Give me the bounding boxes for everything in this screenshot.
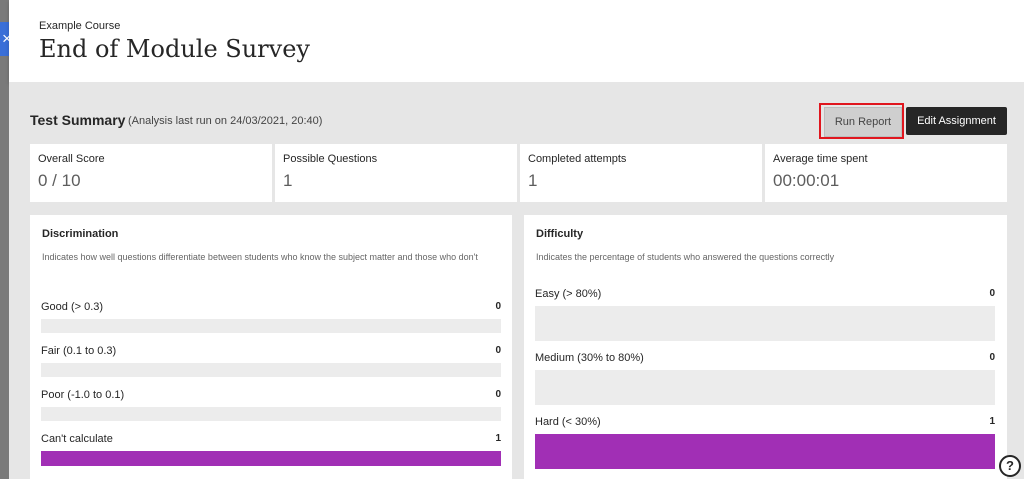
run-report-button[interactable]: Run Report <box>824 107 902 137</box>
row-label: Fair (0.1 to 0.3) <box>41 345 117 357</box>
row-count: 0 <box>495 345 501 356</box>
panel-description: Indicates how well questions differentia… <box>42 252 478 262</box>
bar-fill <box>41 451 501 466</box>
row-label: Easy (> 80%) <box>535 288 602 300</box>
page-title: End of Module Survey <box>39 35 310 63</box>
discrimination-row-cant-calculate[interactable]: Can't calculate 1 <box>41 433 501 469</box>
stat-label: Completed attempts <box>528 153 627 165</box>
discrimination-row-good[interactable]: Good (> 0.3) 0 <box>41 301 501 333</box>
stat-possible-questions: Possible Questions 1 <box>275 144 517 202</box>
discrimination-row-poor[interactable]: Poor (-1.0 to 0.1) 0 <box>41 389 501 421</box>
stat-value: 0 / 10 <box>38 171 81 190</box>
stat-label: Average time spent <box>773 153 868 165</box>
bar-track <box>41 407 501 421</box>
bar-fill <box>535 434 995 469</box>
stat-label: Possible Questions <box>283 153 378 165</box>
main-content: Test Summary (Analysis last run on 24/03… <box>9 82 1024 479</box>
stat-average-time: Average time spent 00:00:01 <box>765 144 1007 202</box>
difficulty-panel: Difficulty Indicates the percentage of s… <box>524 215 1007 479</box>
bar-track <box>535 434 995 469</box>
test-summary-title: Test Summary <box>30 112 126 128</box>
bar-track <box>41 451 501 466</box>
row-label: Good (> 0.3) <box>41 301 104 313</box>
highlight-box <box>819 103 904 139</box>
stat-completed-attempts: Completed attempts 1 <box>520 144 762 202</box>
bar-track <box>41 363 501 377</box>
course-name[interactable]: Example Course <box>39 20 121 32</box>
analysis-timestamp: (Analysis last run on 24/03/2021, 20:40) <box>128 115 323 127</box>
bar-track <box>41 319 501 333</box>
row-count: 1 <box>989 416 995 427</box>
difficulty-row-medium[interactable]: Medium (30% to 80%) 0 <box>535 352 995 405</box>
edit-assignment-button[interactable]: Edit Assignment <box>906 107 1007 135</box>
left-edge-strip <box>0 0 9 479</box>
panel-title: Difficulty <box>536 228 584 240</box>
row-count: 0 <box>989 288 995 299</box>
bar-track <box>535 370 995 405</box>
row-count: 0 <box>989 352 995 363</box>
stat-value: 1 <box>528 171 538 190</box>
bar-track <box>535 306 995 341</box>
panel-description: Indicates the percentage of students who… <box>536 252 835 262</box>
panel-title: Discrimination <box>42 228 119 240</box>
page-header: Example Course End of Module Survey <box>9 0 1024 82</box>
row-count: 0 <box>495 301 501 312</box>
stat-value: 00:00:01 <box>773 171 840 190</box>
stat-label: Overall Score <box>38 153 105 165</box>
row-label: Can't calculate <box>41 433 113 445</box>
stats-row: Overall Score 0 / 10 Possible Questions … <box>30 144 1007 202</box>
difficulty-row-easy[interactable]: Easy (> 80%) 0 <box>535 288 995 341</box>
help-icon[interactable]: ? <box>999 455 1021 477</box>
stat-overall-score: Overall Score 0 / 10 <box>30 144 272 202</box>
row-label: Medium (30% to 80%) <box>535 352 644 364</box>
difficulty-row-hard[interactable]: Hard (< 30%) 1 <box>535 416 995 469</box>
row-count: 0 <box>495 389 501 400</box>
discrimination-panel: Discrimination Indicates how well questi… <box>30 215 512 479</box>
row-label: Poor (-1.0 to 0.1) <box>41 389 125 401</box>
discrimination-row-fair[interactable]: Fair (0.1 to 0.3) 0 <box>41 345 501 377</box>
row-count: 1 <box>495 433 501 444</box>
stat-value: 1 <box>283 171 293 190</box>
row-label: Hard (< 30%) <box>535 416 601 428</box>
